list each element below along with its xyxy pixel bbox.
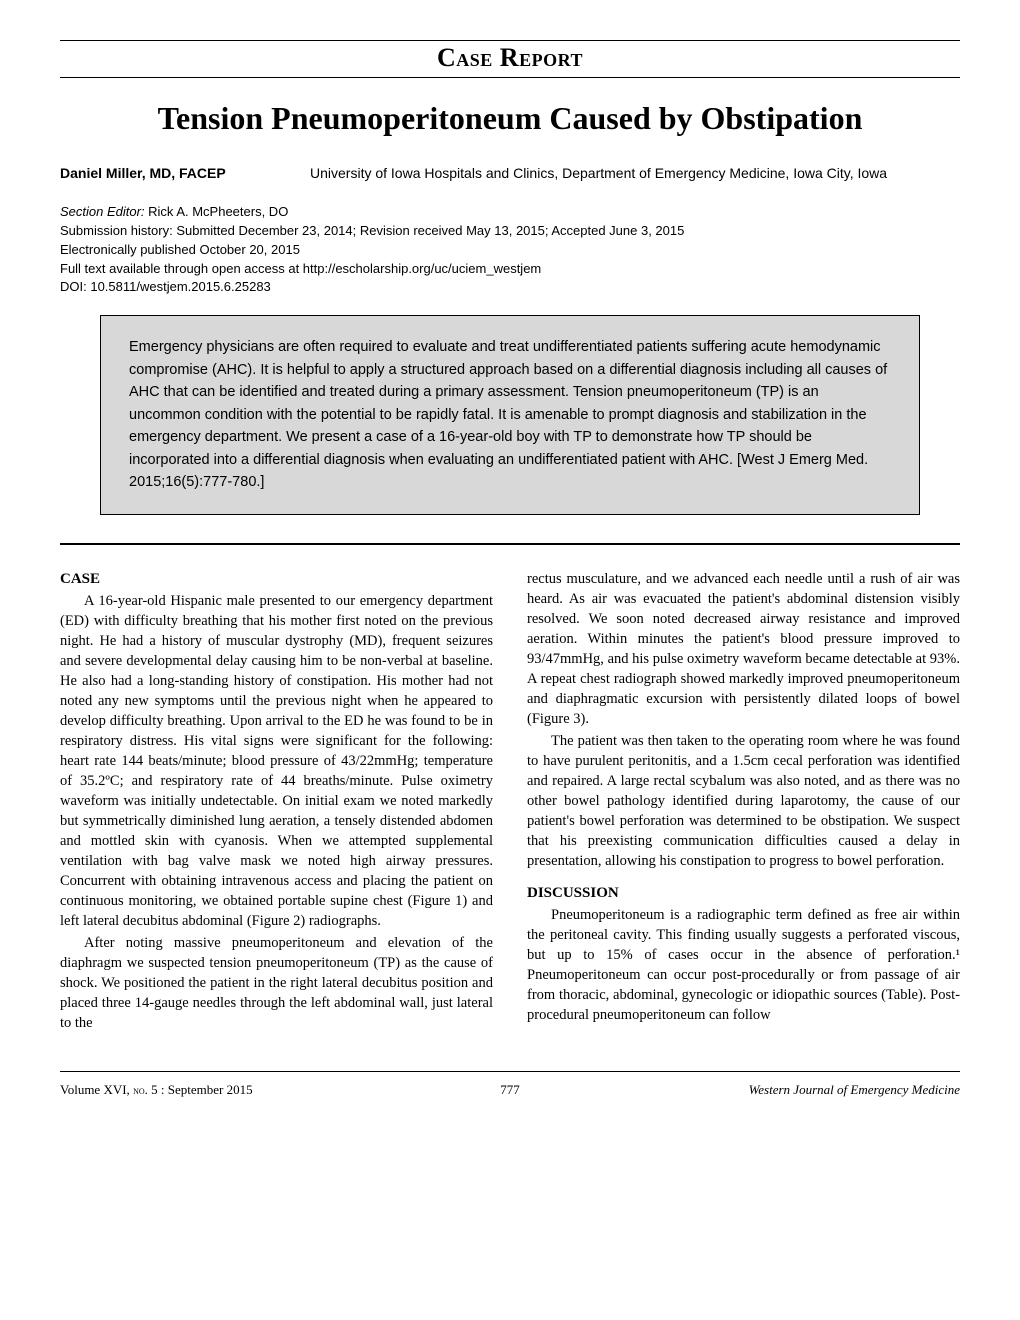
- footer-volume: Volume XVI,: [60, 1082, 133, 1097]
- epub-date: Electronically published October 20, 201…: [60, 241, 960, 260]
- footer-page-number: 777: [500, 1082, 520, 1098]
- article-metadata: Section Editor: Rick A. McPheeters, DO S…: [60, 203, 960, 297]
- footer-divider: [60, 1071, 960, 1072]
- discussion-heading: DISCUSSION: [527, 883, 960, 904]
- footer-journal-name: Western Journal of Emergency Medicine: [749, 1082, 960, 1098]
- footer-issue-date: . 5 : September 2015: [145, 1082, 253, 1097]
- author-block: Daniel Miller, MD, FACEP University of I…: [60, 165, 960, 181]
- abstract-box: Emergency physicians are often required …: [100, 315, 920, 514]
- case-paragraph-2: After noting massive pneumoperitoneum an…: [60, 933, 493, 1033]
- fulltext-link: Full text available through open access …: [60, 260, 960, 279]
- article-title: Tension Pneumoperitoneum Caused by Obsti…: [60, 100, 960, 137]
- submission-history: Submission history: Submitted December 2…: [60, 222, 960, 241]
- page-footer: Volume XVI, no. 5 : September 2015 777 W…: [60, 1082, 960, 1098]
- section-editor-name: Rick A. McPheeters, DO: [145, 204, 289, 219]
- author-name: Daniel Miller, MD, FACEP: [60, 165, 270, 181]
- section-divider: [60, 543, 960, 545]
- footer-no: no: [133, 1085, 145, 1097]
- case-paragraph-3: rectus musculature, and we advanced each…: [527, 569, 960, 729]
- case-heading: CASE: [60, 569, 493, 590]
- case-paragraph-4: The patient was then taken to the operat…: [527, 731, 960, 871]
- section-header: Case Report: [60, 40, 960, 78]
- right-column: rectus musculature, and we advanced each…: [527, 569, 960, 1036]
- author-affiliation: University of Iowa Hospitals and Clinics…: [310, 165, 887, 181]
- left-column: CASE A 16-year-old Hispanic male present…: [60, 569, 493, 1036]
- doi: DOI: 10.5811/westjem.2015.6.25283: [60, 278, 960, 297]
- section-editor-line: Section Editor: Rick A. McPheeters, DO: [60, 203, 960, 222]
- case-paragraph-1: A 16-year-old Hispanic male presented to…: [60, 591, 493, 931]
- footer-left: Volume XVI, no. 5 : September 2015: [60, 1082, 253, 1098]
- section-editor-label: Section Editor:: [60, 204, 145, 219]
- body-columns: CASE A 16-year-old Hispanic male present…: [60, 569, 960, 1036]
- discussion-paragraph-1: Pneumoperitoneum is a radiographic term …: [527, 905, 960, 1025]
